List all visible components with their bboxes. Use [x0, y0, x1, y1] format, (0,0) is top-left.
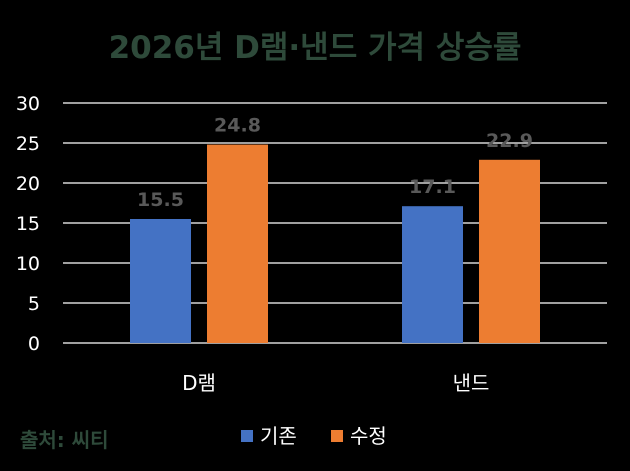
- legend-swatch-수정: [331, 430, 343, 442]
- legend-label: 기존: [260, 424, 297, 448]
- y-tick-label: 25: [16, 133, 40, 155]
- bar-수정-D램: [207, 144, 268, 343]
- legend-label: 수정: [350, 424, 387, 448]
- bar-기존-낸드: [402, 206, 463, 343]
- y-tick-label: 20: [16, 173, 40, 195]
- y-axis-tick-labels: 0 5 10 15 20 25 30: [16, 93, 40, 355]
- data-label: 22.9: [486, 130, 533, 152]
- category-label: 낸드: [453, 371, 490, 395]
- y-tick-label: 15: [16, 213, 40, 235]
- source-note: 출처: 씨티: [20, 428, 109, 452]
- data-label: 24.8: [214, 115, 261, 137]
- bar-수정-낸드: [479, 159, 540, 343]
- bars: [130, 144, 540, 343]
- bar-기존-D램: [130, 219, 191, 343]
- y-tick-label: 10: [16, 253, 40, 275]
- legend: 기존 수정: [241, 424, 387, 448]
- data-label: 17.1: [409, 176, 456, 198]
- y-tick-label: 30: [16, 93, 40, 115]
- data-label: 15.5: [137, 189, 184, 211]
- x-axis-category-labels: D램 낸드: [182, 371, 489, 395]
- category-label: D램: [182, 371, 216, 395]
- y-tick-label: 0: [28, 333, 40, 355]
- y-tick-label: 5: [28, 293, 40, 315]
- legend-swatch-기존: [241, 430, 253, 442]
- chart-title: 2026년 D램·낸드 가격 상승률: [109, 30, 522, 66]
- data-labels: 15.5 24.8 17.1 22.9: [137, 115, 533, 211]
